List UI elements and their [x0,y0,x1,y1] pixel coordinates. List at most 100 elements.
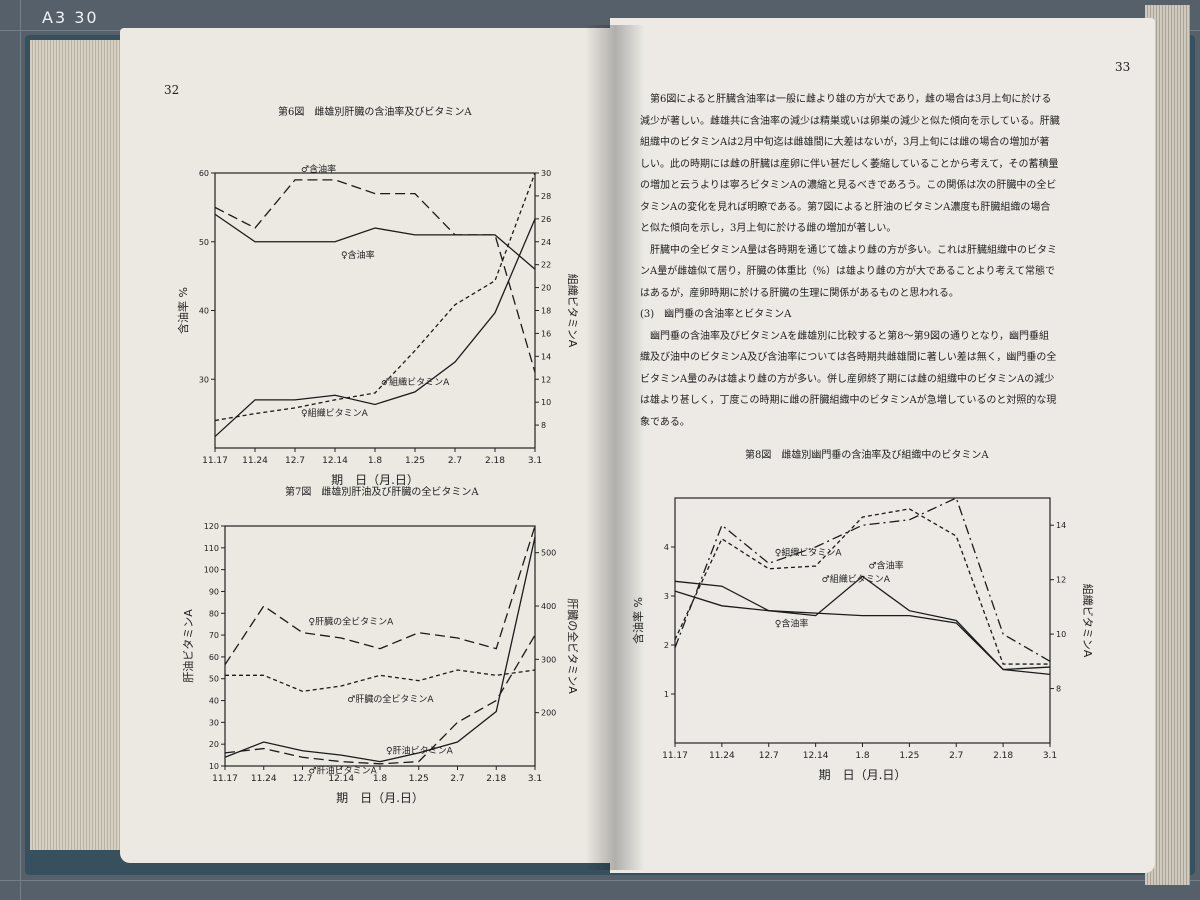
y-axis-label: 肝油ビタミンA [181,609,195,683]
y-tick-label: 100 [204,566,219,575]
y-tick-label: 10 [209,762,219,771]
x-tick-label: 11.17 [202,456,228,466]
text-line: 第6図によると肝臓含油率は一般に雌より雄の方が大であり，雌の場合は3月上旬に於け… [650,94,1052,105]
y-tick-label: 50 [199,238,209,247]
left-page-number: 32 [164,83,180,97]
x-tick-label: 11.24 [242,456,268,466]
x-tick-label: 2.18 [485,456,505,466]
page-edges-left [30,40,130,850]
y-right-tick-label: 14 [541,352,551,361]
y-right-tick-label: 28 [541,192,551,201]
y-tick-label: 120 [204,522,219,531]
fig6-title: 第6図 雌雄別肝臓の含油率及びビタミンA [278,107,472,118]
y-right-tick-label: 20 [541,284,551,293]
series-line [214,179,536,373]
x-tick-label: 12.7 [292,774,312,784]
series-line [214,218,536,438]
y-right-tick-label: 14 [1056,521,1066,530]
y-right-tick-label: 10 [541,398,551,407]
right-page-number: 33 [1115,60,1131,74]
text-line: タミンAの変化を見れば明瞭である。第7図によると肝油のビタミンA濃度も肝臓組織の… [640,201,1051,213]
x-tick-label: 2.7 [448,456,462,466]
y-tick-label: 3 [664,592,669,601]
x-axis-label: 期 日（月.日） [331,473,419,487]
y-right-tick-label: 10 [1056,630,1066,639]
y-tick-label: 60 [209,653,219,662]
series-line [674,590,1051,671]
x-axis-label: 期 日（月.日） [819,768,907,782]
plot-frame [674,497,1051,744]
book-gutter [585,25,645,870]
x-tick-label: 2.7 [450,774,464,784]
series-label: ♂含油率 [869,559,904,571]
y-tick-label: 40 [199,307,209,316]
mat-label: A3 30 [42,8,99,27]
x-tick-label: 11.17 [662,751,688,761]
y-tick-label: 20 [209,740,219,749]
text-line: 幽門垂の含油率及びビタミンAを雌雄別に比較すると第8～第9図の通りとなり，幽門垂… [650,330,1049,342]
y-right-tick-label: 500 [541,549,556,558]
x-tick-label: 1.8 [855,751,870,761]
y-right-tick-label: 300 [541,655,556,664]
text-line: ンA量が雌雄似て居り，肝臓の体重比（%）は雄より雌の方が大であることより考えて常… [640,266,1056,277]
y-axis-label: 含油率 % [631,597,645,644]
series-line [225,669,536,693]
x-tick-label: 2.18 [993,751,1013,761]
y-right-tick-label: 16 [541,329,551,338]
x-tick-label: 12.7 [285,456,305,466]
x-tick-label: 1.8 [373,774,388,784]
y-axis-label: 含油率 % [176,287,190,334]
series-label: ♀肝臓の全ビタミンA [309,616,395,628]
text-line: はあるが，産卵時期に於ける肝臓の生理に関係があるものと思われる。 [640,287,959,299]
mat-grid-line [0,880,1200,881]
y-right-tick-label: 8 [541,421,546,430]
text-line: しい。此の時期には雌の肝臓は産卵に伴い甚だしく萎縮していることから考えて，その蓄… [640,158,1059,170]
series-label: ♂肝油ビタミンA [309,764,378,776]
series-label: ♀組織ビタミンA [775,546,843,558]
text-line: は雄より甚しく，丁度この時期に雌の肝臓組織中のビタミンAが急増しているのと対照的… [640,395,1057,406]
y-right-tick-label: 26 [541,215,551,224]
series-line [224,634,536,765]
x-tick-label: 1.8 [368,456,383,466]
text-line: 減少が著しい。雌雄共に含油率の減少は精巣或いは卵巣の減少と似た傾向を示している。… [640,115,1060,127]
y-tick-label: 1 [664,690,669,699]
text-line: ビタミンA量のみは雄より雌の方が多い。併し産卵終了期には雌の組織中のビタミンAの… [640,373,1055,385]
left-page: 32 第6図 雌雄別肝臓の含油率及びビタミンA 11.17 11.24 12.7 12… [120,28,620,863]
text-line: と似た傾向を示し，3月上旬に於ける雌の増加が著しい。 [640,223,897,234]
series-label: ♂組織ビタミンA [381,376,450,388]
x-tick-label: 1.25 [899,751,919,761]
series-line [674,497,1051,662]
text-line: 組織中のビタミンAは2月中旬迄は雌雄間に大差はないが，3月上旬には雌の場合の増加… [640,137,1050,148]
y-tick-label: 50 [209,675,219,684]
fig8-chart: 11.17 11.24 12.7 12.14 1.8 1.25 2.7 2.18 3.11234… [631,497,1094,782]
series-label: ♂含油率 [301,163,336,175]
text-line: の増加と云うよりは寧ろビタミンAの濃縮と見るべきであろう。この関係は次の肝臓中の… [640,180,1057,191]
x-tick-label: 3.1 [528,774,542,784]
y-tick-label: 70 [209,631,219,640]
series-label: ♀組織ビタミンA [301,407,369,419]
text-line: (3) 幽門垂の含油率とビタミンA [640,309,792,320]
x-tick-label: 12.14 [322,456,348,466]
y-right-tick-label: 24 [541,238,551,247]
series-label: ♀含油率 [341,249,375,261]
y-right-tick-label: 12 [1056,576,1066,585]
fig7-title: 第7図 雌雄別肝油及び肝臓の全ビタミンA [285,487,479,498]
series-line [674,508,1050,665]
series-label: ♀含油率 [775,618,809,630]
y-right-tick-label: 18 [541,307,551,316]
series-line [224,536,536,763]
x-tick-label: 2.7 [949,751,963,761]
y-tick-label: 80 [209,609,219,618]
y-right-tick-label: 200 [541,709,556,718]
series-line [224,525,536,666]
series-label: ♀肝油ビタミンA [386,745,454,757]
y-right-axis-label: 組織ビタミンA [1081,584,1094,658]
text-line: 象である。 [640,416,690,428]
x-tick-label: 3.1 [528,456,542,466]
x-tick-label: 12.14 [328,774,354,784]
series-label: ♂肝臓の全ビタミンA [347,693,434,705]
y-right-axis-label: 組織ビタミンA [566,274,579,348]
y-tick-label: 110 [204,544,219,553]
y-tick-label: 2 [664,641,669,650]
